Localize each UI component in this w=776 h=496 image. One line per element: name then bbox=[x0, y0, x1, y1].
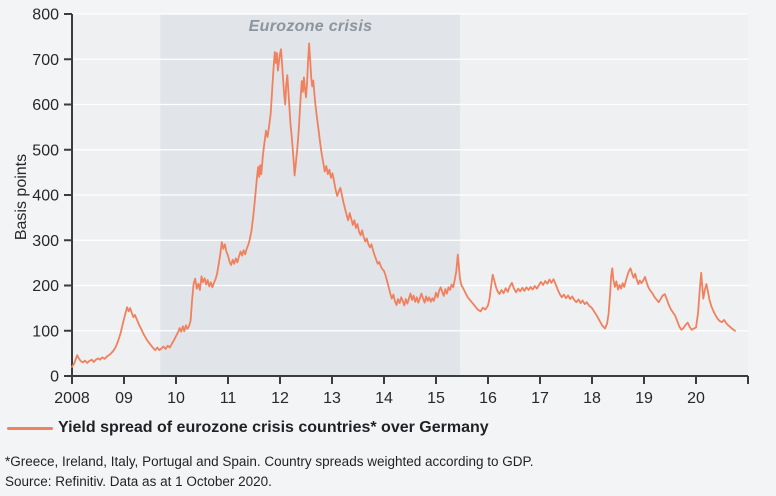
x-tick-label: 15 bbox=[427, 390, 445, 407]
y-tick-label: 700 bbox=[32, 52, 59, 69]
plot-area: 0 100 200 300 400 500 600 700 800 2008 09 10 11 12 13 1… bbox=[32, 7, 749, 407]
x-tick-label: 09 bbox=[115, 390, 133, 407]
x-tick-label: 13 bbox=[323, 390, 341, 407]
footnote-line-1: *Greece, Ireland, Italy, Portugal and Sp… bbox=[5, 454, 534, 469]
x-tick-label: 16 bbox=[479, 390, 497, 407]
eurozone-crisis-label: Eurozone crisis bbox=[248, 18, 373, 35]
legend-label: Yield spread of eurozone crisis countrie… bbox=[58, 419, 489, 436]
x-tick-label: 19 bbox=[635, 390, 653, 407]
y-tick-label: 300 bbox=[32, 233, 59, 250]
x-tick-label: 20 bbox=[687, 390, 705, 407]
footnotes: *Greece, Ireland, Italy, Portugal and Sp… bbox=[5, 452, 534, 492]
y-tick-label: 0 bbox=[50, 369, 59, 386]
y-tick-label: 400 bbox=[32, 188, 59, 205]
y-tick-label: 600 bbox=[32, 97, 59, 114]
spread-line bbox=[71, 42, 736, 368]
legend: Yield spread of eurozone crisis countrie… bbox=[7, 419, 489, 437]
x-tick-label: 14 bbox=[375, 390, 393, 407]
x-tick-label: 17 bbox=[531, 390, 549, 407]
y-tick-label: 100 bbox=[32, 323, 59, 340]
y-tick-label: 200 bbox=[32, 278, 59, 295]
x-tick-label: 11 bbox=[220, 390, 237, 407]
x-tick-label: 18 bbox=[583, 390, 601, 407]
footnote-line-2: Source: Refinitiv. Data as at 1 October … bbox=[5, 474, 272, 489]
y-axis-title: Basis points bbox=[13, 153, 30, 241]
x-tick-label: 12 bbox=[271, 390, 289, 407]
y-tick-label: 800 bbox=[32, 7, 59, 24]
y-tick-label: 500 bbox=[32, 142, 59, 159]
legend-line-swatch bbox=[7, 426, 53, 430]
x-tick-label: 2008 bbox=[54, 390, 90, 407]
x-tick-label: 10 bbox=[167, 390, 185, 407]
